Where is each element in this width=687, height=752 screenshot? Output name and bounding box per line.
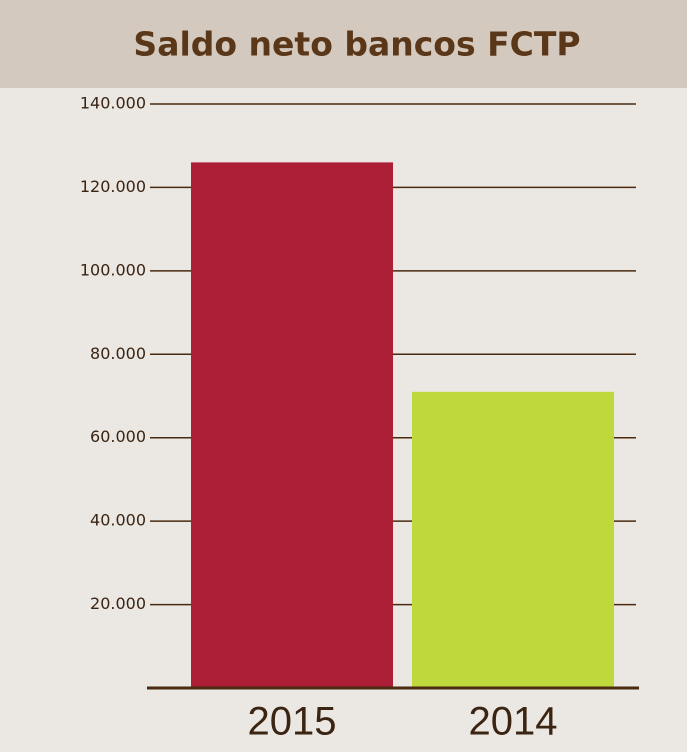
y-tick-label: 20.000	[90, 594, 146, 613]
bar	[191, 162, 393, 688]
x-tick-label: 2014	[469, 700, 558, 744]
y-tick-label: 140.000	[80, 94, 146, 113]
y-tick-label: 120.000	[80, 177, 146, 196]
title-band	[0, 0, 687, 88]
y-tick-label: 40.000	[90, 511, 146, 530]
bar	[412, 391, 614, 688]
y-tick-label: 100.000	[80, 260, 146, 279]
y-tick-label: 80.000	[90, 344, 146, 363]
x-tick-label: 2015	[248, 700, 337, 744]
y-tick-label: 60.000	[90, 427, 146, 446]
chart-title: Saldo neto bancos FCTP	[133, 25, 580, 64]
